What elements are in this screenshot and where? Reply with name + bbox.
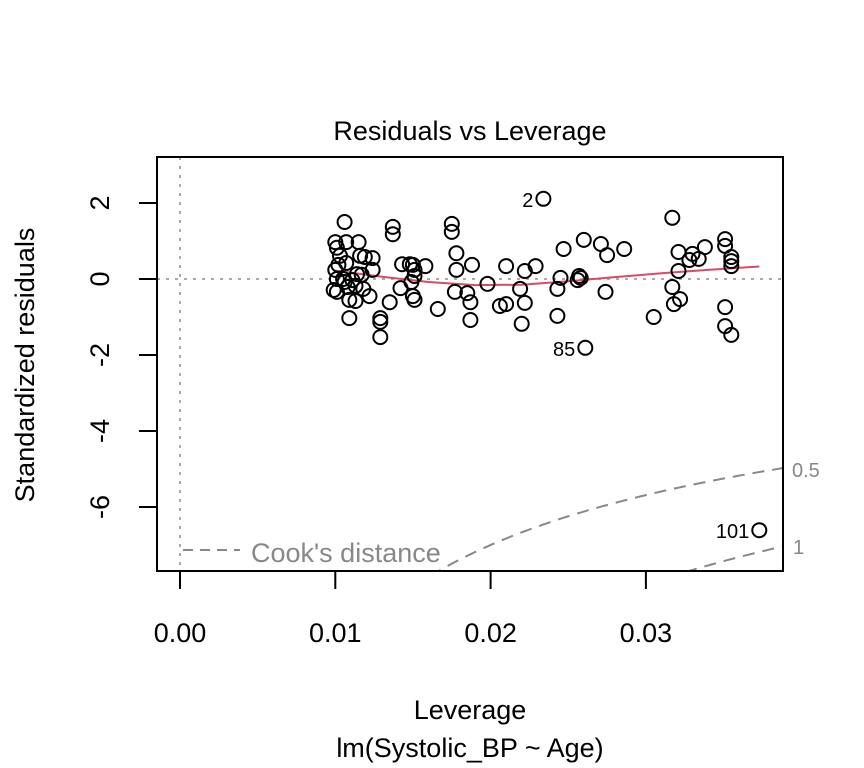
data-point bbox=[406, 261, 423, 278]
data-point bbox=[459, 285, 476, 302]
data-point bbox=[338, 255, 355, 271]
data-point bbox=[549, 280, 566, 297]
data-point bbox=[575, 231, 592, 248]
data-point bbox=[384, 218, 401, 235]
y-tick-label: 0 bbox=[85, 271, 115, 286]
data-point bbox=[406, 268, 423, 284]
data-point bbox=[417, 258, 434, 275]
data-point bbox=[723, 253, 740, 270]
cooks-contour-0.5 bbox=[436, 467, 783, 571]
data-point bbox=[717, 231, 734, 248]
data-point bbox=[555, 241, 572, 257]
point-label: 85 bbox=[553, 339, 575, 361]
data-point bbox=[599, 247, 616, 264]
point-label: 2 bbox=[522, 190, 533, 212]
data-point bbox=[479, 275, 496, 292]
y-tick-label: -2 bbox=[85, 343, 115, 367]
data-point bbox=[645, 309, 662, 325]
data-point bbox=[429, 301, 446, 317]
data-point bbox=[670, 263, 687, 279]
cooks-contour-labels: 0.5 1 bbox=[792, 460, 820, 559]
data-point bbox=[664, 279, 681, 295]
data-point bbox=[498, 258, 515, 275]
data-point bbox=[577, 339, 594, 356]
data-point bbox=[443, 223, 460, 240]
y-tick-label: 2 bbox=[85, 195, 115, 210]
x-tick-label: 0.00 bbox=[154, 618, 207, 648]
data-point bbox=[462, 312, 479, 328]
data-point bbox=[527, 258, 544, 275]
y-tick-label: -6 bbox=[85, 495, 115, 519]
data-point bbox=[341, 310, 358, 327]
data-point bbox=[364, 261, 381, 278]
data-point bbox=[361, 288, 378, 305]
data-point bbox=[751, 522, 768, 539]
cooks-distance-contours bbox=[436, 467, 783, 571]
data-point bbox=[491, 298, 508, 314]
data-point bbox=[336, 214, 353, 230]
data-point bbox=[572, 269, 589, 286]
point-labels-group: 2 85 101 bbox=[522, 190, 749, 543]
data-point bbox=[446, 283, 463, 300]
data-point bbox=[597, 283, 614, 300]
cooks-contour-1 bbox=[685, 545, 783, 571]
data-point bbox=[464, 256, 480, 273]
data-point bbox=[552, 269, 569, 286]
data-point bbox=[381, 294, 398, 311]
data-point bbox=[356, 249, 373, 265]
legend: Cook's distance bbox=[183, 538, 441, 568]
reference-lines bbox=[157, 157, 783, 571]
data-point bbox=[723, 326, 740, 343]
data-point bbox=[696, 239, 713, 256]
data-point bbox=[404, 288, 421, 305]
data-point bbox=[372, 329, 389, 346]
data-point bbox=[328, 271, 345, 287]
plot-frame bbox=[156, 156, 784, 572]
data-point bbox=[672, 291, 689, 308]
data-point bbox=[717, 299, 734, 316]
x-tick-label: 0.02 bbox=[464, 618, 517, 648]
data-point bbox=[341, 291, 358, 308]
data-point bbox=[512, 280, 529, 297]
cooks-label-1: 1 bbox=[793, 537, 804, 559]
data-point bbox=[498, 296, 515, 313]
x-axis-sublabel: lm(Systolic_BP ~ Age) bbox=[336, 733, 603, 763]
data-point bbox=[372, 313, 389, 330]
data-point bbox=[516, 294, 533, 311]
points-group bbox=[325, 190, 768, 539]
x-tick-label: 0.01 bbox=[309, 618, 362, 648]
data-point bbox=[549, 307, 566, 324]
data-point bbox=[616, 241, 633, 257]
data-point bbox=[462, 294, 479, 311]
y-tick-label: -4 bbox=[85, 419, 115, 443]
x-axis-ticks: 0.00 0.01 0.02 0.03 bbox=[154, 571, 672, 648]
data-point bbox=[664, 209, 681, 226]
x-axis-label: Leverage bbox=[414, 695, 527, 725]
data-point bbox=[347, 293, 364, 309]
data-point bbox=[571, 268, 588, 284]
data-point bbox=[723, 258, 740, 275]
data-point bbox=[384, 226, 401, 243]
x-tick-label: 0.03 bbox=[620, 618, 673, 648]
point-label: 101 bbox=[716, 521, 749, 543]
data-point bbox=[513, 315, 530, 332]
cooks-label-0.5: 0.5 bbox=[792, 460, 820, 482]
data-point bbox=[448, 245, 465, 262]
y-axis-label: Standardized residuals bbox=[10, 228, 40, 503]
data-point bbox=[443, 215, 460, 232]
data-point bbox=[723, 249, 740, 265]
chart-title: Residuals vs Leverage bbox=[333, 116, 606, 146]
y-axis-ticks: 2 0 -2 -4 -6 bbox=[85, 195, 157, 519]
legend-label: Cook's distance bbox=[251, 538, 441, 568]
data-point bbox=[338, 234, 355, 251]
data-point bbox=[364, 250, 381, 267]
data-point bbox=[448, 261, 465, 278]
data-point bbox=[535, 190, 552, 207]
